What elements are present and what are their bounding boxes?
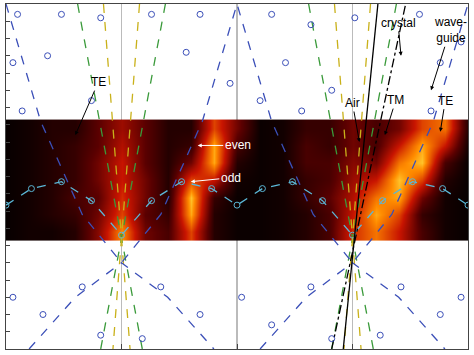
svg-text:TE: TE	[438, 94, 453, 108]
svg-text:wave-guide: wave-guide	[434, 15, 467, 45]
svg-text:TE: TE	[91, 75, 106, 89]
svg-text:crystal: crystal	[381, 16, 416, 30]
svg-text:even: even	[225, 138, 251, 152]
svg-text:Air: Air	[345, 96, 360, 110]
svg-text:TM: TM	[387, 93, 404, 107]
svg-text:odd: odd	[221, 171, 241, 185]
